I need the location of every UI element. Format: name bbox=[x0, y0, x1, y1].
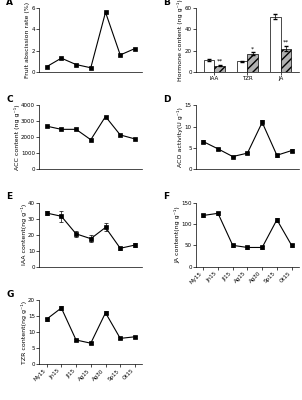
Text: G: G bbox=[6, 290, 14, 299]
Bar bbox=[237, 61, 247, 72]
Y-axis label: Hormone content (ng g⁻¹): Hormone content (ng g⁻¹) bbox=[177, 0, 183, 81]
Y-axis label: ACC content (ng g⁻¹): ACC content (ng g⁻¹) bbox=[14, 104, 20, 170]
Text: C: C bbox=[6, 95, 13, 104]
Bar bbox=[270, 16, 281, 72]
Bar bbox=[204, 60, 214, 72]
Text: D: D bbox=[163, 95, 170, 104]
Y-axis label: TZR content(ng g⁻¹): TZR content(ng g⁻¹) bbox=[21, 300, 27, 364]
Text: B: B bbox=[163, 0, 170, 7]
Bar bbox=[281, 48, 291, 72]
Y-axis label: IAA content(ng g⁻¹): IAA content(ng g⁻¹) bbox=[21, 204, 27, 265]
Bar bbox=[247, 54, 258, 72]
Text: **: ** bbox=[283, 40, 289, 45]
Text: F: F bbox=[163, 192, 169, 202]
Y-axis label: ACO activity(U g⁻¹): ACO activity(U g⁻¹) bbox=[177, 108, 183, 167]
Text: **: ** bbox=[217, 59, 223, 64]
Text: A: A bbox=[6, 0, 13, 7]
Y-axis label: JA content(ng g⁻¹): JA content(ng g⁻¹) bbox=[174, 206, 180, 263]
Bar bbox=[214, 66, 225, 72]
Text: E: E bbox=[6, 192, 12, 202]
Text: *: * bbox=[251, 46, 254, 51]
Y-axis label: Fruit abscission rate (%): Fruit abscission rate (%) bbox=[25, 2, 30, 78]
